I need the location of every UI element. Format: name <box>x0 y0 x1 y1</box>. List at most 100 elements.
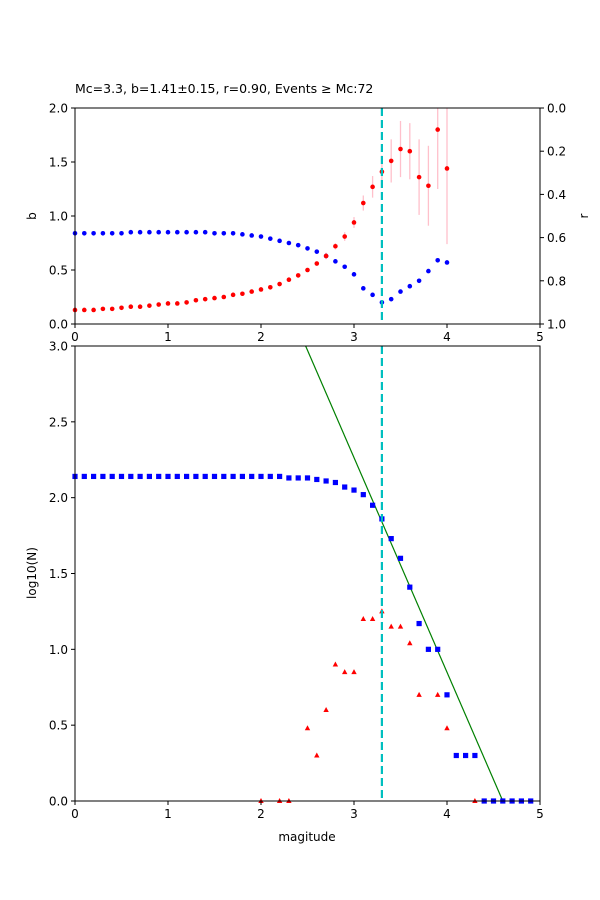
y2-tick-label: 0.8 <box>547 274 566 288</box>
b-point <box>426 183 431 189</box>
noncumulative-point <box>304 725 311 731</box>
y2-tick-label: 0.6 <box>547 231 566 245</box>
b-point <box>342 234 348 239</box>
b-point <box>212 295 217 301</box>
noncumulative-point <box>407 640 413 646</box>
cumulative-point <box>360 492 366 498</box>
frequency-magnitude-panel: log10(N) magitude 0 1 2 3 4 5 0.0 0.5 1.0 1.5 2.0… <box>25 340 544 845</box>
bottom-x-ticks: 0 1 2 3 4 5 <box>71 801 544 821</box>
r-point <box>147 229 152 235</box>
r-point <box>109 230 115 236</box>
cumulative-point <box>295 475 301 481</box>
r-point <box>398 289 403 294</box>
cumulative-point <box>388 536 394 542</box>
fit-line <box>305 345 504 802</box>
r-point <box>286 240 292 246</box>
r-point <box>249 233 254 238</box>
b-point <box>137 304 143 310</box>
r-point <box>444 260 450 265</box>
cumulative-point <box>397 555 404 561</box>
cumulative-point <box>425 646 431 652</box>
cumulative-point <box>81 473 87 480</box>
b-point <box>407 148 413 154</box>
r-point <box>258 234 264 239</box>
cumulative-point <box>453 752 459 759</box>
r-point <box>361 286 366 291</box>
x-tick-label: 2 <box>257 330 265 344</box>
b-point <box>388 158 394 164</box>
y-tick-label: 1.5 <box>49 156 68 170</box>
r-point <box>100 230 106 236</box>
r-point <box>342 264 348 270</box>
r-point <box>137 229 143 235</box>
bottom-y-ticks: 0.0 0.5 1.0 1.5 2.0 2.5 3.0 <box>49 340 75 809</box>
cumulative-point <box>174 473 180 480</box>
y-tick-label: 3.0 <box>49 340 68 354</box>
b-errorbars <box>306 108 448 273</box>
b-point <box>444 166 450 171</box>
r-point <box>277 238 282 244</box>
b-point <box>435 127 441 132</box>
cumulative-point <box>370 502 376 508</box>
cumulative-point <box>463 752 469 759</box>
top-x-ticks: 0 1 2 3 4 5 <box>71 324 544 344</box>
b-point <box>175 301 180 306</box>
cumulative-point <box>202 473 208 480</box>
r-point <box>240 232 245 237</box>
b-point <box>314 261 320 266</box>
cumulative-point <box>314 476 320 483</box>
cumulative-point <box>267 473 273 480</box>
b-point <box>91 307 96 313</box>
y-tick-label: 1.0 <box>49 643 68 657</box>
noncumulative-point <box>397 623 404 629</box>
b-point <box>333 243 338 249</box>
cumulative-point <box>137 473 143 480</box>
fit-line-segment <box>305 345 504 802</box>
r-point <box>305 246 310 251</box>
cumulative-point <box>407 584 413 590</box>
r-point <box>212 230 217 236</box>
r-point <box>193 229 199 235</box>
b-point <box>156 302 161 307</box>
r-point <box>333 259 338 264</box>
cumulative-point <box>156 473 162 480</box>
b-point <box>193 297 199 303</box>
r-point <box>435 257 441 263</box>
top-y2-ticks: 0.0 0.2 0.4 0.6 0.8 1.0 <box>540 102 566 332</box>
cumulative-point <box>230 473 236 480</box>
b-point <box>323 253 329 259</box>
noncumulative-point <box>314 752 320 758</box>
noncumulative-point <box>323 707 329 712</box>
y-tick-label: 0.0 <box>49 318 68 332</box>
b-point <box>268 284 273 290</box>
cumulative-point <box>277 473 283 480</box>
r-point <box>416 278 422 284</box>
noncumulative-point <box>435 691 441 697</box>
noncumulative-point <box>342 669 348 675</box>
y-axis-label-b: b <box>25 212 39 220</box>
cumulative-point <box>249 473 255 480</box>
noncumulative-points <box>258 608 478 803</box>
top-axes-frame <box>74 107 541 325</box>
y2-tick-label: 1.0 <box>547 318 566 332</box>
cumulative-point <box>416 620 422 627</box>
b-point <box>128 304 134 310</box>
cumulative-point <box>323 478 329 484</box>
noncumulative-point <box>332 661 339 667</box>
b-point <box>202 296 208 302</box>
b-point <box>305 267 310 273</box>
y-tick-label: 2.0 <box>49 491 68 505</box>
b-point <box>100 306 106 312</box>
x-tick-label: 2 <box>257 807 265 821</box>
top-y-ticks: 0.0 0.5 1.0 1.5 2.0 <box>49 102 75 332</box>
cumulative-point <box>239 473 245 480</box>
cumulative-point <box>100 473 106 480</box>
cumulative-point <box>109 473 115 480</box>
r-point <box>407 283 413 289</box>
r-point <box>230 230 236 236</box>
y-tick-label: 0.0 <box>49 795 68 809</box>
y-tick-label: 0.5 <box>49 264 68 278</box>
cumulative-point <box>304 475 311 481</box>
noncumulative-point <box>416 691 422 697</box>
